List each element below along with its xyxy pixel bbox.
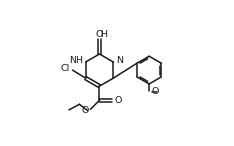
Text: H: H <box>100 30 107 39</box>
Text: O: O <box>96 30 103 39</box>
Text: NH: NH <box>69 56 83 65</box>
Text: Cl: Cl <box>61 64 70 73</box>
Text: O: O <box>151 87 158 96</box>
Text: O: O <box>115 96 122 105</box>
Text: N: N <box>117 56 124 65</box>
Text: O: O <box>81 106 88 115</box>
